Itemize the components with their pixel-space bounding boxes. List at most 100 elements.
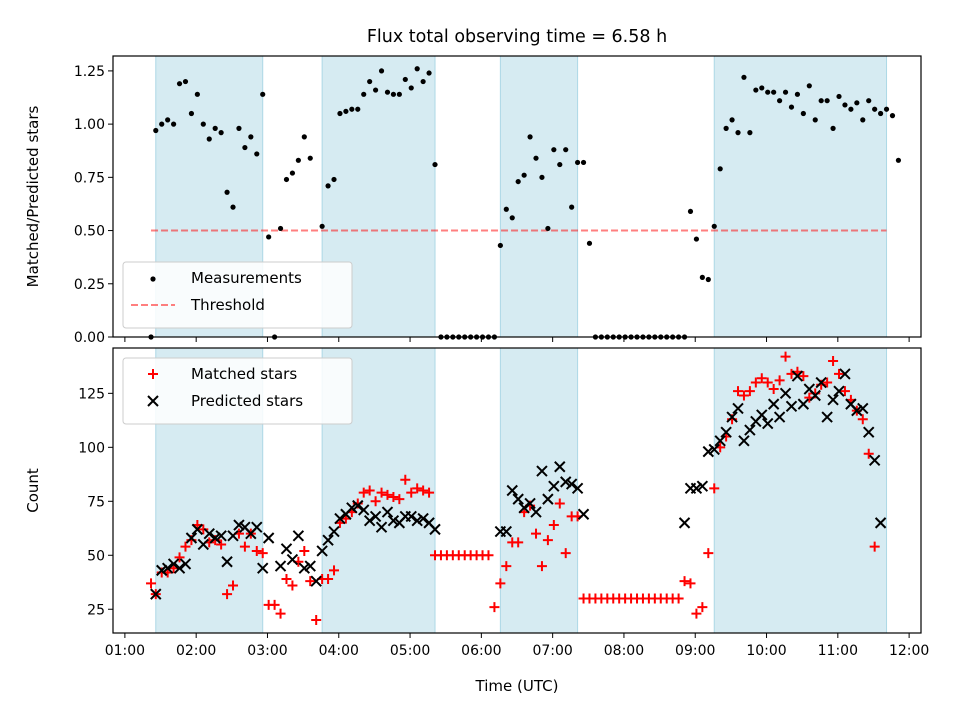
data-point-predicted <box>696 480 709 492</box>
y-axis-label: Matched/Predicted stars <box>24 106 42 288</box>
data-point-matched <box>174 552 185 563</box>
data-point-matched <box>869 541 880 552</box>
data-point-measurement <box>747 130 753 136</box>
data-point-matched <box>691 608 702 619</box>
data-point-matched <box>198 524 209 535</box>
data-point-measurement <box>224 189 230 195</box>
x-tick-label: 08:00 <box>604 643 644 659</box>
data-point-predicted <box>156 564 168 577</box>
data-point-matched <box>774 375 785 386</box>
data-point-matched <box>251 545 262 556</box>
data-point-matched <box>239 541 250 552</box>
x-tick-label: 12:00 <box>889 643 929 659</box>
data-point-predicted <box>352 499 364 512</box>
data-point-measurement <box>848 106 854 112</box>
data-point-measurement <box>753 87 759 93</box>
data-point-measurement <box>806 83 812 89</box>
data-point-matched <box>376 487 387 498</box>
x-axis-label: Time (UTC) <box>475 677 559 695</box>
data-point-measurement <box>765 89 771 95</box>
data-point-measurement <box>171 121 177 127</box>
data-point-matched <box>388 491 399 502</box>
data-point-matched <box>370 496 381 507</box>
shaded-interval <box>713 55 888 338</box>
data-point-predicted <box>358 504 370 516</box>
data-point-predicted <box>203 527 215 540</box>
data-point-measurement <box>194 91 200 97</box>
data-point-measurement <box>396 91 402 97</box>
data-point-measurement <box>854 100 860 106</box>
data-point-matched <box>275 608 286 619</box>
data-point-matched <box>269 599 280 610</box>
data-point-measurement <box>818 98 824 104</box>
data-point-measurement <box>236 125 242 131</box>
data-point-matched <box>685 578 696 589</box>
x-tick-label: 02:00 <box>176 643 216 659</box>
data-point-matched <box>750 377 761 388</box>
y-tick-label: 1.00 <box>74 117 105 133</box>
data-point-predicted <box>536 465 548 477</box>
data-point-matched <box>146 578 157 589</box>
data-point-predicted <box>791 370 804 382</box>
data-point-predicted <box>328 525 340 538</box>
data-point-predicted <box>863 426 875 438</box>
data-point-predicted <box>185 532 198 544</box>
data-point-predicted <box>227 530 239 542</box>
data-point-measurement <box>349 106 355 112</box>
data-point-measurement <box>735 130 741 136</box>
data-point-matched <box>857 414 868 425</box>
data-point-predicted <box>857 402 869 415</box>
data-point-measurement <box>331 176 337 183</box>
data-point-measurement <box>872 106 878 112</box>
data-point-measurement <box>539 174 545 180</box>
y-tick-label: 75 <box>87 494 105 510</box>
data-point-measurement <box>521 172 527 178</box>
data-point-predicted <box>708 443 720 456</box>
data-point-predicted <box>233 519 245 531</box>
data-point-predicted <box>363 515 376 527</box>
data-point-predicted <box>304 560 316 572</box>
data-point-matched <box>554 498 565 509</box>
y-tick-label: 25 <box>87 602 105 618</box>
data-point-predicted <box>500 525 513 538</box>
y-tick-label: 0.25 <box>74 277 105 293</box>
data-point-predicted <box>678 517 691 529</box>
data-point-measurement <box>729 117 735 123</box>
data-point-predicted <box>197 538 210 551</box>
data-point-matched <box>744 386 755 397</box>
data-point-matched <box>703 548 714 559</box>
data-point-predicted <box>815 376 827 389</box>
data-point-measurement <box>569 204 575 210</box>
data-point-matched <box>483 550 494 561</box>
data-point-matched <box>222 589 233 600</box>
data-point-predicted <box>322 534 334 546</box>
data-point-measurement <box>378 68 385 74</box>
x-tick-label: 09:00 <box>675 643 715 659</box>
data-point-measurement <box>260 91 266 97</box>
x-tick-label: 07:00 <box>532 643 572 659</box>
data-point-measurement <box>307 155 313 161</box>
x-tick-label: 10:00 <box>746 643 786 659</box>
data-point-measurement <box>283 176 290 183</box>
data-point-measurement <box>830 125 836 131</box>
data-point-predicted <box>762 417 774 430</box>
data-point-measurement <box>586 240 593 246</box>
data-point-matched <box>281 574 292 585</box>
data-point-measurement <box>878 110 884 117</box>
data-point-measurement <box>866 98 872 104</box>
data-point-predicted <box>744 424 756 436</box>
data-point-predicted <box>512 493 524 505</box>
data-point-predicted <box>690 482 703 495</box>
data-point-matched <box>216 539 227 550</box>
data-point-measurement <box>153 127 159 134</box>
data-point-matched <box>400 474 411 485</box>
data-point-measurement <box>551 147 557 153</box>
data-point-measurement <box>408 85 414 91</box>
data-point-matched <box>501 561 512 572</box>
data-point-measurement <box>242 144 248 151</box>
data-point-matched <box>709 483 720 494</box>
data-point-matched <box>513 537 524 548</box>
data-point-matched <box>531 528 542 539</box>
data-point-measurement <box>420 78 426 85</box>
data-point-predicted <box>554 461 566 473</box>
